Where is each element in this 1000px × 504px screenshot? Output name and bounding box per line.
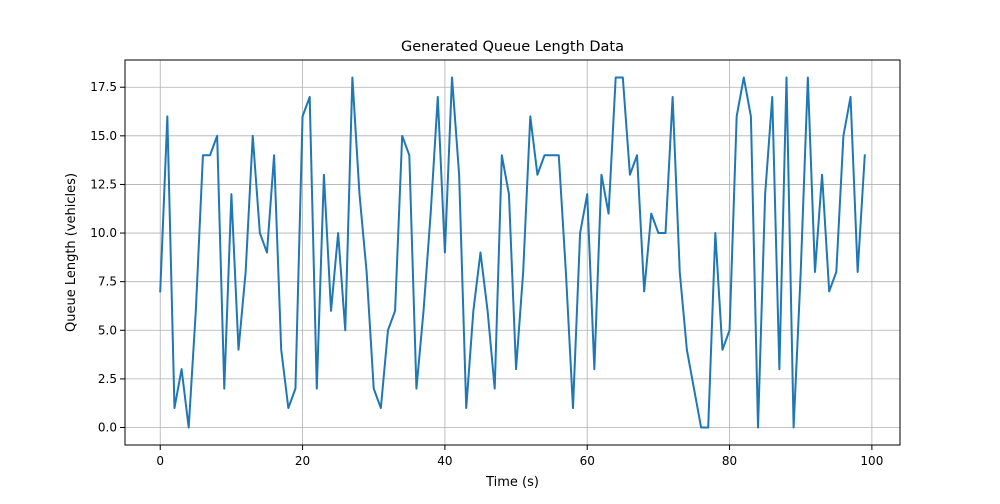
- data-series: [159, 76, 866, 429]
- y-tick-label: 10.0: [90, 226, 117, 240]
- y-tick-label: 2.5: [98, 372, 117, 386]
- y-axis-label: Queue Length (vehicles): [64, 173, 79, 332]
- x-tick-label: 60: [580, 454, 595, 468]
- x-tick-label: 80: [722, 454, 737, 468]
- x-tick-label: 100: [860, 454, 883, 468]
- y-tick-label: 17.5: [90, 80, 117, 94]
- chart-title: Generated Queue Length Data: [401, 39, 624, 55]
- x-tick-label: 40: [437, 454, 452, 468]
- x-axis-label: Time (s): [485, 475, 539, 490]
- x-tick-label: 0: [156, 454, 164, 468]
- y-tick-label: 7.5: [98, 275, 117, 289]
- y-tick-label: 15.0: [90, 129, 117, 143]
- plot-frame: [124, 59, 901, 446]
- x-tick-label: 20: [295, 454, 310, 468]
- axis-ticks: 0 20 40 60 80 100 0.0 2.5 5.0 7.5 10.0 12.5 15.0 17.5: [90, 80, 883, 468]
- y-tick-label: 5.0: [98, 323, 117, 337]
- y-tick-label: 12.5: [90, 177, 117, 191]
- y-tick-label: 0.0: [98, 421, 117, 435]
- plot-area: [125, 60, 900, 445]
- series-line: [159, 76, 866, 429]
